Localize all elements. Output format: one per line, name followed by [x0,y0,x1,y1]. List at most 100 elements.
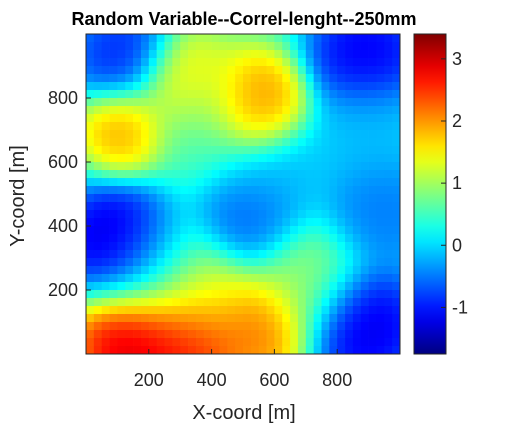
heatmap-cell [156,178,165,187]
heatmap-cell [93,346,103,355]
heatmap-cell [235,226,244,235]
heatmap-cell [376,306,385,315]
heatmap-cell [345,202,354,211]
heatmap-cell [227,330,236,339]
heatmap-cell [133,234,142,243]
heatmap-cell [133,50,142,59]
heatmap-cell [164,330,173,339]
heatmap-cell [180,34,189,43]
heatmap-cell [274,130,283,139]
heatmap-cell [203,66,212,75]
heatmap-cell [172,234,181,243]
heatmap-cell [125,330,134,339]
heatmap-cell [329,194,338,203]
heatmap-cell [297,226,307,235]
heatmap-cell [117,74,126,83]
heatmap-cell [345,122,354,131]
heatmap-cell [376,122,385,131]
heatmap-cell [140,210,150,219]
heatmap-cell [235,330,244,339]
heatmap-cell [86,114,95,123]
heatmap-cell [133,298,142,307]
heatmap-cell [86,98,95,107]
heatmap-cell [203,226,212,235]
colorbar-frame [413,33,447,355]
heatmap-cell [266,290,275,299]
heatmap-cell [258,194,267,203]
heatmap-cell [313,122,322,131]
heatmap-cell [140,258,150,267]
heatmap-cell [180,162,189,171]
x-axis-label: X-coord [m] [192,402,295,424]
heatmap-cell [329,322,338,331]
heatmap-cell [274,250,283,259]
heatmap-cell [376,314,385,323]
heatmap-cell [140,50,150,59]
heatmap-cell [140,234,150,243]
heatmap-cell [250,50,260,59]
heatmap-cell [345,322,354,331]
heatmap-cell [282,106,291,115]
heatmap-cell [329,226,338,235]
heatmap-cell [140,58,150,67]
heatmap-cell [140,66,150,75]
heatmap-cell [345,114,354,123]
heatmap-cell [313,114,322,123]
heatmap-cell [258,338,267,347]
heatmap-cell [148,106,157,115]
heatmap-cell [368,258,377,267]
heatmap-cell [86,314,95,323]
heatmap-cell [376,186,385,195]
heatmap-cell [274,226,283,235]
heatmap-cell [352,66,362,75]
heatmap-cell [101,138,110,147]
heatmap-cell [243,210,252,219]
heatmap-cell [243,314,252,323]
heatmap-cell [203,90,212,99]
heatmap-cell [133,282,142,291]
heatmap-cell [329,106,338,115]
heatmap-cell [86,338,95,347]
heatmap-cell [392,50,401,59]
heatmap-cell [329,58,338,67]
heatmap-cell [172,250,181,259]
heatmap-cell [219,242,228,251]
heatmap-cell [368,122,377,131]
heatmap-cell [266,66,275,75]
heatmap-cell [109,338,118,347]
heatmap-cell [133,106,142,115]
heatmap-cell [109,258,118,267]
heatmap-cell [180,306,189,315]
heatmap-cell [392,122,401,131]
heatmap-cell [305,330,314,339]
heatmap-cell [172,34,181,43]
heatmap-cell [243,250,252,259]
heatmap-cell [227,282,236,291]
heatmap-cell [305,274,314,283]
heatmap-cell [195,234,205,243]
heatmap-cell [86,242,95,251]
heatmap-cell [297,186,307,195]
heatmap-cell [258,138,267,147]
heatmap-cell [258,106,267,115]
heatmap-cell [274,66,283,75]
heatmap-cell [125,298,134,307]
heatmap-cell [368,202,377,211]
heatmap-cell [392,250,401,259]
heatmap-cell [290,274,299,283]
heatmap-cell [243,202,252,211]
heatmap-cell [211,106,220,115]
heatmap-cell [180,250,189,259]
heatmap-cell [101,242,110,251]
heatmap-cell [195,266,205,275]
heatmap-cell [266,242,275,251]
heatmap-cell [313,66,322,75]
heatmap-cell [164,42,173,51]
heatmap-cell [243,146,252,155]
heatmap-cell [235,258,244,267]
heatmap-cell [227,98,236,107]
heatmap-cell [86,42,95,51]
heatmap-cell [219,274,228,283]
heatmap-cell [329,266,338,275]
heatmap-cell [219,50,228,59]
